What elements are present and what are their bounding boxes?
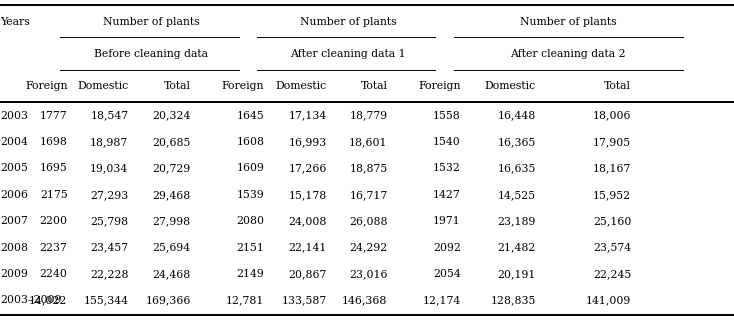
Text: 18,601: 18,601 [349,137,388,147]
Text: 16,635: 16,635 [498,164,536,173]
Text: 20,867: 20,867 [288,269,327,279]
Text: 18,006: 18,006 [593,111,631,121]
Text: 20,729: 20,729 [153,164,191,173]
Text: Foreign: Foreign [418,81,461,92]
Text: 23,016: 23,016 [349,269,388,279]
Text: Years: Years [0,17,30,28]
Text: 25,160: 25,160 [593,216,631,226]
Text: Foreign: Foreign [222,81,264,92]
Text: After cleaning data 1: After cleaning data 1 [290,49,406,60]
Text: 2200: 2200 [40,216,68,226]
Text: 2006: 2006 [0,190,28,200]
Text: 16,717: 16,717 [349,190,388,200]
Text: Domestic: Domestic [77,81,128,92]
Text: 2175: 2175 [40,190,68,200]
Text: 27,998: 27,998 [153,216,191,226]
Text: 1971: 1971 [433,216,461,226]
Text: 18,987: 18,987 [90,137,128,147]
Text: 2092: 2092 [433,243,461,252]
Text: 2007: 2007 [0,216,28,226]
Text: 2054: 2054 [433,269,461,279]
Text: 16,993: 16,993 [288,137,327,147]
Text: 1608: 1608 [236,137,264,147]
Text: 2003: 2003 [0,111,28,121]
Text: 22,141: 22,141 [288,243,327,252]
Text: Domestic: Domestic [484,81,536,92]
Text: 26,088: 26,088 [349,216,388,226]
Text: 20,324: 20,324 [153,111,191,121]
Text: 169,366: 169,366 [145,295,191,305]
Text: Number of plants: Number of plants [520,17,617,28]
Text: 133,587: 133,587 [281,295,327,305]
Text: 25,694: 25,694 [153,243,191,252]
Text: 2005: 2005 [0,164,28,173]
Text: 23,457: 23,457 [90,243,128,252]
Text: 2008: 2008 [0,243,28,252]
Text: Total: Total [604,81,631,92]
Text: 1609: 1609 [236,164,264,173]
Text: 1645: 1645 [236,111,264,121]
Text: 20,191: 20,191 [498,269,536,279]
Text: 2240: 2240 [40,269,68,279]
Text: 1539: 1539 [236,190,264,200]
Text: 16,448: 16,448 [498,111,536,121]
Text: Total: Total [360,81,388,92]
Text: 24,292: 24,292 [349,243,388,252]
Text: 29,468: 29,468 [153,190,191,200]
Text: 14,022: 14,022 [29,295,68,305]
Text: 2149: 2149 [236,269,264,279]
Text: 1427: 1427 [433,190,461,200]
Text: 2009: 2009 [0,269,28,279]
Text: 19,034: 19,034 [90,164,128,173]
Text: 25,798: 25,798 [90,216,128,226]
Text: 23,189: 23,189 [498,216,536,226]
Text: 18,875: 18,875 [349,164,388,173]
Text: 21,482: 21,482 [498,243,536,252]
Text: 18,167: 18,167 [593,164,631,173]
Text: 20,685: 20,685 [153,137,191,147]
Text: 2080: 2080 [236,216,264,226]
Text: After cleaning data 2: After cleaning data 2 [510,49,626,60]
Text: 155,344: 155,344 [84,295,128,305]
Text: 1540: 1540 [433,137,461,147]
Text: 24,008: 24,008 [288,216,327,226]
Text: 15,178: 15,178 [288,190,327,200]
Text: 12,781: 12,781 [226,295,264,305]
Text: 24,468: 24,468 [153,269,191,279]
Text: 2004: 2004 [0,137,28,147]
Text: 1695: 1695 [40,164,68,173]
Text: 22,245: 22,245 [593,269,631,279]
Text: 17,134: 17,134 [288,111,327,121]
Text: 15,952: 15,952 [593,190,631,200]
Text: 2237: 2237 [40,243,68,252]
Text: 1777: 1777 [40,111,68,121]
Text: 16,365: 16,365 [498,137,536,147]
Text: Domestic: Domestic [275,81,327,92]
Text: 17,266: 17,266 [288,164,327,173]
Text: Before cleaning data: Before cleaning data [94,49,208,60]
Text: 14,525: 14,525 [498,190,536,200]
Text: 2151: 2151 [236,243,264,252]
Text: 146,368: 146,368 [342,295,388,305]
Text: 1698: 1698 [40,137,68,147]
Text: Number of plants: Number of plants [103,17,200,28]
Text: 18,547: 18,547 [90,111,128,121]
Text: 22,228: 22,228 [90,269,128,279]
Text: 1558: 1558 [433,111,461,121]
Text: 17,905: 17,905 [593,137,631,147]
Text: 23,574: 23,574 [593,243,631,252]
Text: Total: Total [164,81,191,92]
Text: Foreign: Foreign [25,81,68,92]
Text: 141,009: 141,009 [586,295,631,305]
Text: 2003–2009: 2003–2009 [0,295,62,305]
Text: 128,835: 128,835 [490,295,536,305]
Text: Number of plants: Number of plants [299,17,396,28]
Text: 27,293: 27,293 [90,190,128,200]
Text: 1532: 1532 [433,164,461,173]
Text: 12,174: 12,174 [423,295,461,305]
Text: 18,779: 18,779 [349,111,388,121]
